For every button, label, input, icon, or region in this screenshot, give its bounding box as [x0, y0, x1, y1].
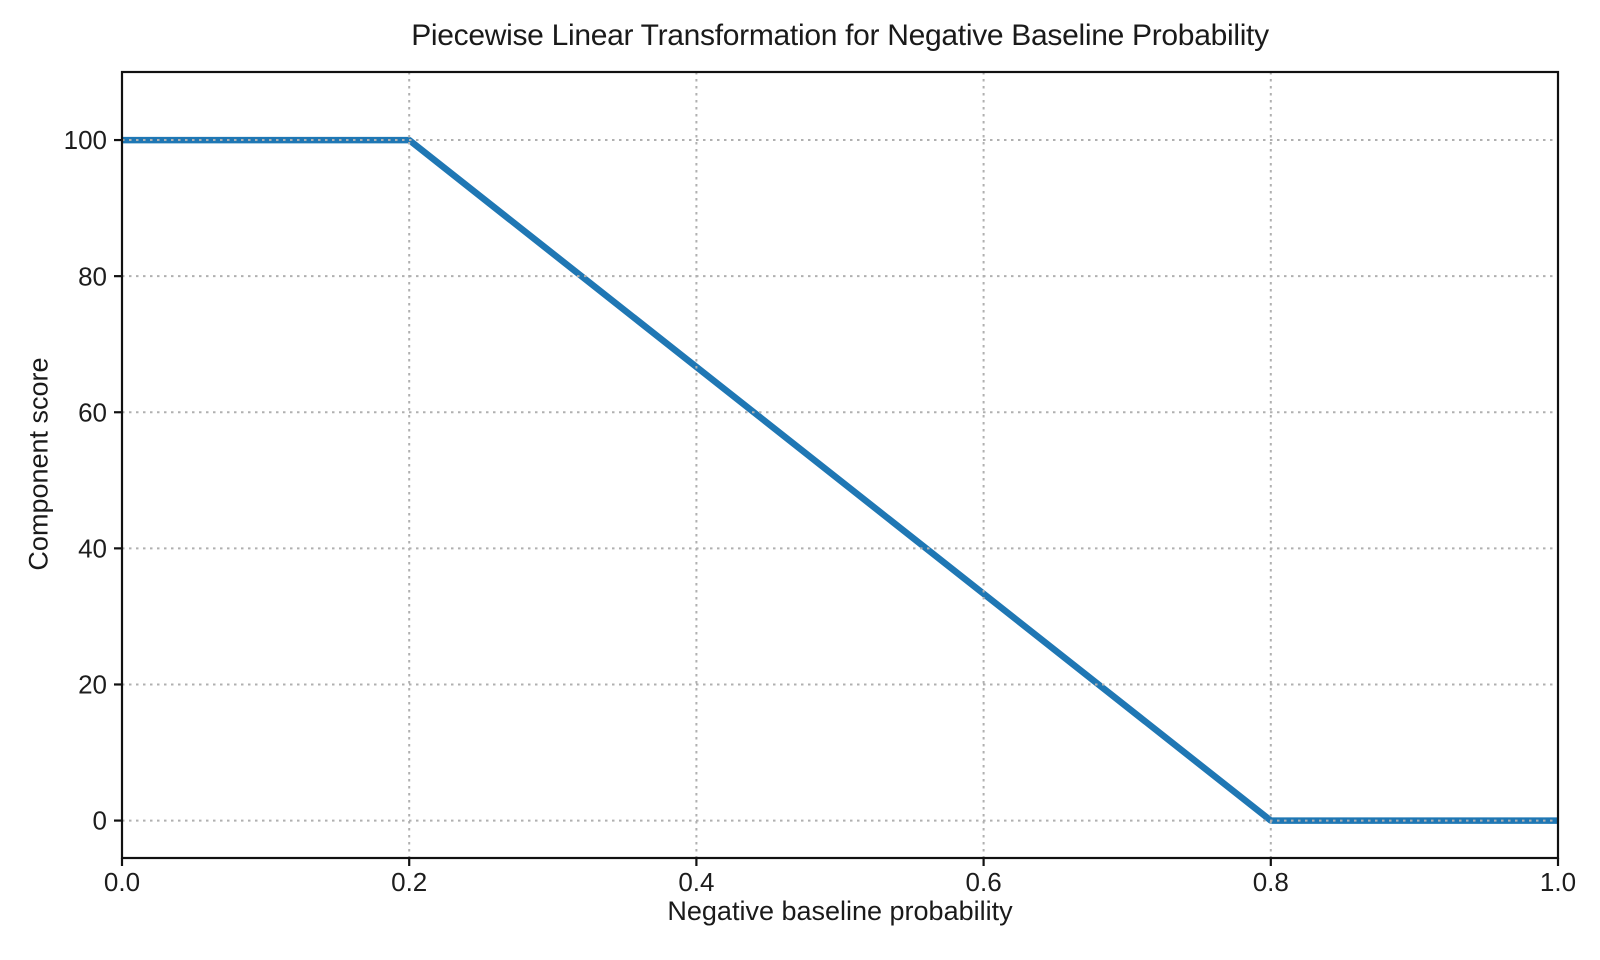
- chart-title: Piecewise Linear Transformation for Nega…: [411, 19, 1269, 52]
- y-tick-label: 100: [64, 125, 107, 155]
- y-tick-label: 20: [78, 670, 107, 700]
- y-tick-label: 60: [78, 397, 107, 427]
- y-tick-label: 0: [93, 806, 107, 836]
- x-axis-label: Negative baseline probability: [667, 896, 1013, 926]
- gridlines: [121, 72, 1559, 858]
- tick-marks: [114, 138, 1560, 866]
- y-tick-label: 80: [78, 261, 107, 291]
- x-tick-label: 0.6: [966, 867, 1002, 897]
- x-tick-label: 0.8: [1253, 867, 1289, 897]
- series-group: [122, 136, 1558, 824]
- tick-labels: 0.0 0.2 0.4 0.6 0.8 1.0 0 20 40 60 80 100: [64, 125, 1576, 897]
- y-tick-label: 40: [78, 533, 107, 563]
- x-tick-label: 1.0: [1540, 867, 1576, 897]
- x-tick-label: 0.2: [391, 867, 427, 897]
- plot-border: [120, 70, 1560, 860]
- x-tick-label: 0.4: [678, 867, 714, 897]
- x-tick-label: 0.0: [104, 867, 140, 897]
- series-line-piecewise-linear-transform: [122, 136, 1558, 824]
